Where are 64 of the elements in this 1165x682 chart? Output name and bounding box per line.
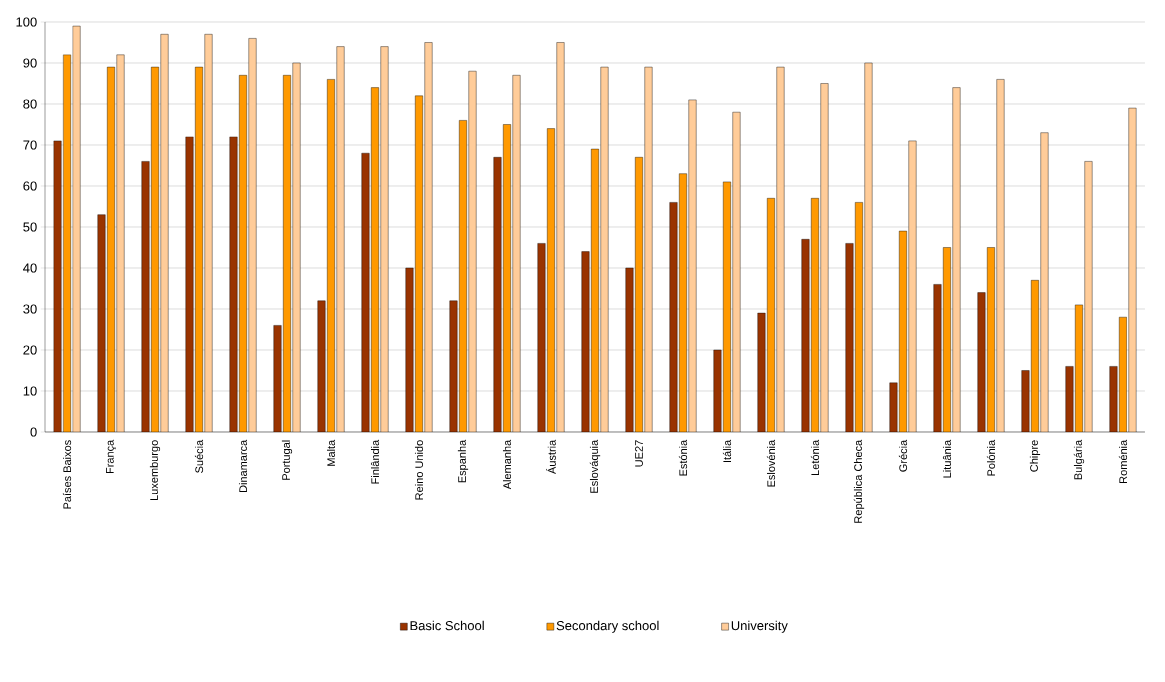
y-tick-label: 10 bbox=[23, 386, 37, 396]
x-tick-label: França bbox=[106, 439, 116, 474]
x-tick-label: Luxemburgo bbox=[149, 440, 161, 501]
x-tick-label: Chipre bbox=[1029, 440, 1041, 472]
bar bbox=[292, 63, 301, 432]
x-tick-label: Suécia bbox=[194, 439, 204, 473]
x-tick-label: Bulgária bbox=[1073, 439, 1085, 480]
bar bbox=[204, 34, 213, 432]
bar bbox=[732, 112, 741, 432]
bar bbox=[336, 46, 345, 432]
bar bbox=[512, 75, 521, 432]
bar bbox=[600, 67, 609, 432]
bar bbox=[864, 63, 873, 432]
bar bbox=[380, 46, 389, 432]
bar bbox=[776, 67, 785, 432]
bar bbox=[468, 71, 477, 432]
bar bbox=[1128, 107, 1137, 432]
bar bbox=[424, 42, 433, 432]
x-tick-label: Países Baixos bbox=[62, 440, 72, 509]
x-tick-label: Eslováquia bbox=[589, 439, 601, 493]
x-tick-label: Lituânia bbox=[942, 439, 952, 478]
bar bbox=[116, 54, 125, 432]
y-tick-label: 70 bbox=[23, 140, 37, 150]
x-tick-label: Alemanha bbox=[502, 439, 512, 490]
y-tick-label: 90 bbox=[23, 58, 37, 68]
bar bbox=[820, 83, 829, 432]
y-tick-label: 0 bbox=[30, 427, 37, 437]
y-tick-label: 30 bbox=[23, 304, 37, 314]
bar bbox=[248, 38, 257, 432]
bar bbox=[1040, 132, 1049, 432]
bar bbox=[908, 140, 917, 432]
x-tick-label: Reino Unido bbox=[414, 440, 424, 500]
x-tick-label: UE27 bbox=[635, 440, 643, 467]
y-tick-label: 20 bbox=[23, 345, 37, 355]
y-tick-label: 40 bbox=[23, 263, 37, 273]
x-tick-label: Malta bbox=[326, 439, 336, 466]
x-tick-label: Grécia bbox=[898, 439, 908, 472]
y-tick-label: 80 bbox=[23, 99, 37, 109]
legend-label: Secondary school bbox=[556, 620, 659, 633]
bar bbox=[996, 79, 1005, 432]
bar bbox=[1084, 161, 1093, 432]
y-tick-label: 50 bbox=[23, 222, 37, 232]
x-tick-label: Espanha bbox=[457, 439, 469, 483]
legend-label: University bbox=[731, 620, 788, 633]
x-tick-label: Estónia bbox=[678, 439, 688, 476]
x-tick-label: Áustria bbox=[546, 439, 556, 475]
x-tick-label: Polónia bbox=[986, 439, 996, 476]
x-tick-label: Itália bbox=[722, 439, 732, 463]
x-tick-label: Finlândia bbox=[370, 439, 380, 484]
x-tick-label: República Checa bbox=[853, 439, 865, 523]
legend-label: Basic School bbox=[410, 620, 484, 631]
bar bbox=[644, 67, 653, 432]
bar bbox=[72, 26, 81, 432]
x-tick-label: Dinamarca bbox=[238, 439, 248, 493]
x-tick-label: Eslovénia bbox=[766, 439, 776, 487]
bar bbox=[952, 87, 961, 432]
x-tick-label: Portugal bbox=[281, 440, 293, 480]
x-tick-label: Roménia bbox=[1118, 439, 1128, 483]
x-tick-label: Letónia bbox=[810, 439, 820, 475]
bar bbox=[688, 99, 697, 432]
y-tick-label: 100 bbox=[16, 17, 37, 27]
y-tick-label: 60 bbox=[23, 181, 37, 191]
bar bbox=[160, 34, 169, 432]
bar bbox=[556, 42, 565, 432]
